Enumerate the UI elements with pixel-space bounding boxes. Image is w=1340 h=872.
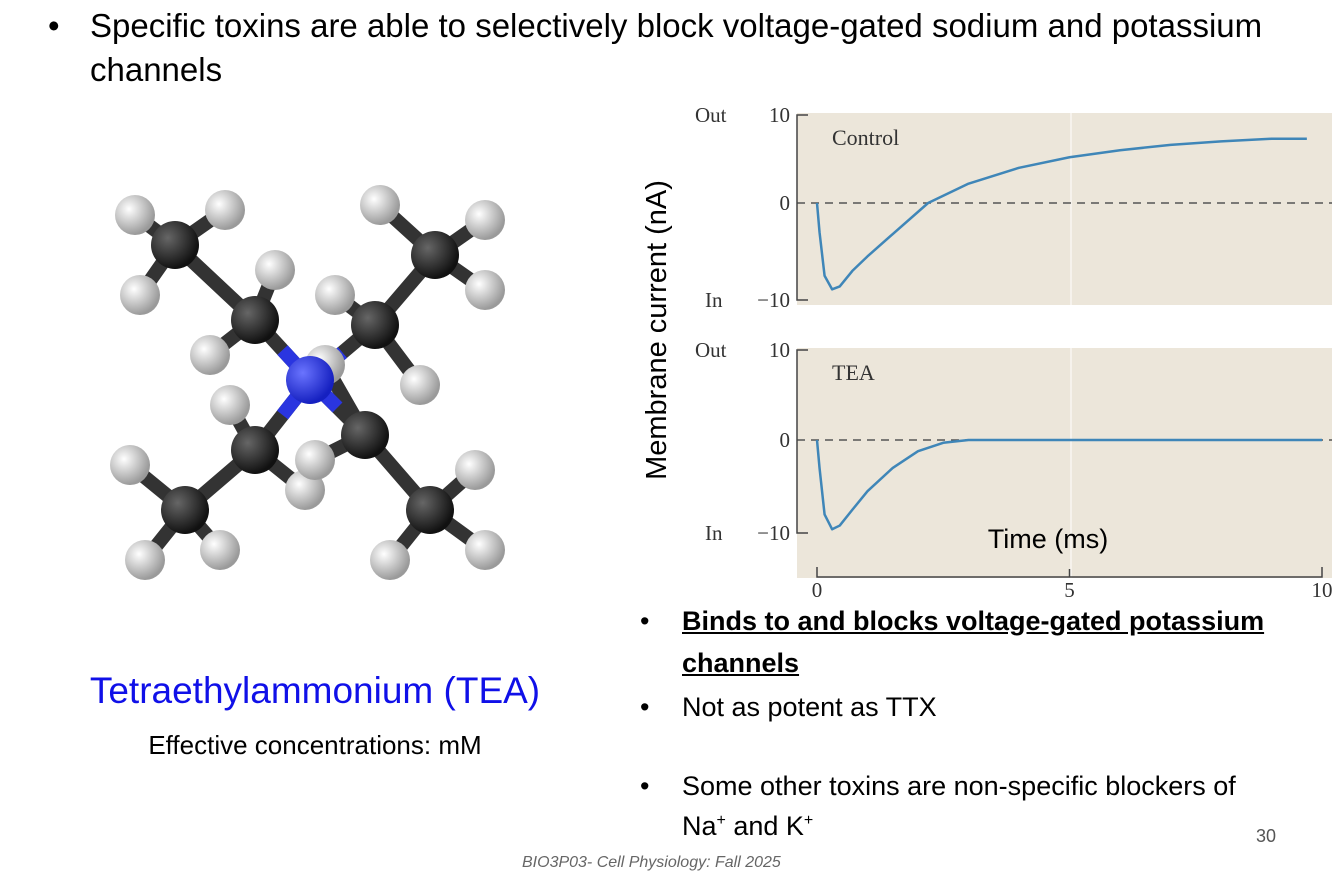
hydrogen-atom bbox=[465, 530, 505, 570]
carbon-atom bbox=[341, 411, 389, 459]
hydrogen-atom bbox=[295, 440, 335, 480]
current-trace-control bbox=[815, 137, 1307, 291]
hydrogen-atom bbox=[205, 190, 245, 230]
hydrogen-atom bbox=[370, 540, 410, 580]
hydrogen-atom bbox=[190, 335, 230, 375]
hydrogen-atom bbox=[400, 365, 440, 405]
y-tick-label: 0 bbox=[780, 191, 791, 215]
y-out-label: Out bbox=[695, 338, 727, 362]
bullet-list: • Binds to and blocks voltage-gated pota… bbox=[640, 600, 1335, 846]
plot-background bbox=[797, 348, 1332, 578]
title-bullet: • bbox=[48, 7, 60, 44]
carbon-atom bbox=[231, 296, 279, 344]
page-number: 30 bbox=[1256, 826, 1277, 846]
hydrogen-atom bbox=[210, 385, 250, 425]
y-axis-label: Membrane current (nA) bbox=[641, 180, 673, 480]
y-axis bbox=[796, 349, 808, 534]
hydrogen-atom bbox=[465, 200, 505, 240]
hydrogen-atom bbox=[315, 275, 355, 315]
hydrogen-atom bbox=[115, 195, 155, 235]
hydrogen-atom bbox=[360, 185, 400, 225]
bullet-dot: • bbox=[640, 692, 650, 722]
y-in-label: In bbox=[705, 288, 723, 312]
x-tick-label: 0 bbox=[812, 578, 823, 600]
carbon-atom bbox=[406, 486, 454, 534]
bullet-item: • Binds to and blocks voltage-gated pota… bbox=[640, 600, 1335, 684]
y-in-label: In bbox=[705, 521, 723, 545]
hydrogen-atom bbox=[455, 450, 495, 490]
y-tick-label: 10 bbox=[769, 338, 790, 362]
bullet-nonspecific-line1: Some other toxins are non-specific block… bbox=[682, 771, 1236, 801]
bullet-nonspecific: Some other toxins are non-specific block… bbox=[682, 766, 1335, 846]
x-tick-label: 10 bbox=[1312, 578, 1333, 600]
y-tick-label: −10 bbox=[757, 288, 790, 312]
molecule-model bbox=[110, 185, 505, 580]
membrane-current-chart: 10 0 −10 Out In Control 10 0 −10 Out In TEA 0 5 10 Time… bbox=[641, 103, 1333, 600]
panel-label: TEA bbox=[832, 360, 875, 385]
k-label: and K bbox=[725, 811, 804, 841]
bullet-potency: Not as potent as TTX bbox=[682, 692, 937, 722]
slide-title: Specific toxins are able to selectively … bbox=[90, 7, 1263, 88]
carbon-atom bbox=[161, 486, 209, 534]
footer: BIO3P03- Cell Physiology: Fall 2025 bbox=[522, 854, 781, 871]
carbon-atom bbox=[351, 301, 399, 349]
hydrogen-atom bbox=[110, 445, 150, 485]
nitrogen-atom bbox=[286, 356, 334, 404]
bullet-binds-potassium: Binds to and blocks voltage-gated potass… bbox=[682, 606, 1265, 678]
y-axis bbox=[796, 114, 808, 301]
hydrogen-atom bbox=[255, 250, 295, 290]
molecule-concentration: Effective concentrations: mM bbox=[148, 730, 482, 760]
carbon-atom bbox=[151, 221, 199, 269]
hydrogen-atom bbox=[120, 275, 160, 315]
molecule-name: Tetraethylammonium (TEA) bbox=[89, 670, 541, 711]
y-out-label: Out bbox=[695, 103, 727, 127]
bullet-dot: • bbox=[640, 606, 650, 636]
plot-background bbox=[797, 113, 1332, 305]
y-tick-label: −10 bbox=[757, 521, 790, 545]
y-tick-label: 10 bbox=[769, 103, 790, 127]
x-tick-label: 5 bbox=[1064, 578, 1075, 600]
y-tick-label: 0 bbox=[780, 428, 791, 452]
bullet-item: • Not as potent as TTX bbox=[640, 686, 1335, 728]
na-charge: + bbox=[716, 812, 726, 829]
k-charge: + bbox=[803, 812, 814, 829]
current-trace-tea bbox=[815, 438, 1322, 531]
tea-molecule-image bbox=[110, 185, 505, 580]
bullet-dot: • bbox=[640, 771, 650, 801]
hydrogen-atom bbox=[200, 530, 240, 570]
hydrogen-atom bbox=[125, 540, 165, 580]
x-axis-label: Time (ms) bbox=[988, 524, 1108, 554]
carbon-atom bbox=[231, 426, 279, 474]
bullet-item: • Some other toxins are non-specific blo… bbox=[640, 766, 1335, 846]
panel-label: Control bbox=[832, 125, 899, 150]
na-label: Na bbox=[682, 811, 717, 841]
hydrogen-atom bbox=[465, 270, 505, 310]
carbon-atom bbox=[411, 231, 459, 279]
